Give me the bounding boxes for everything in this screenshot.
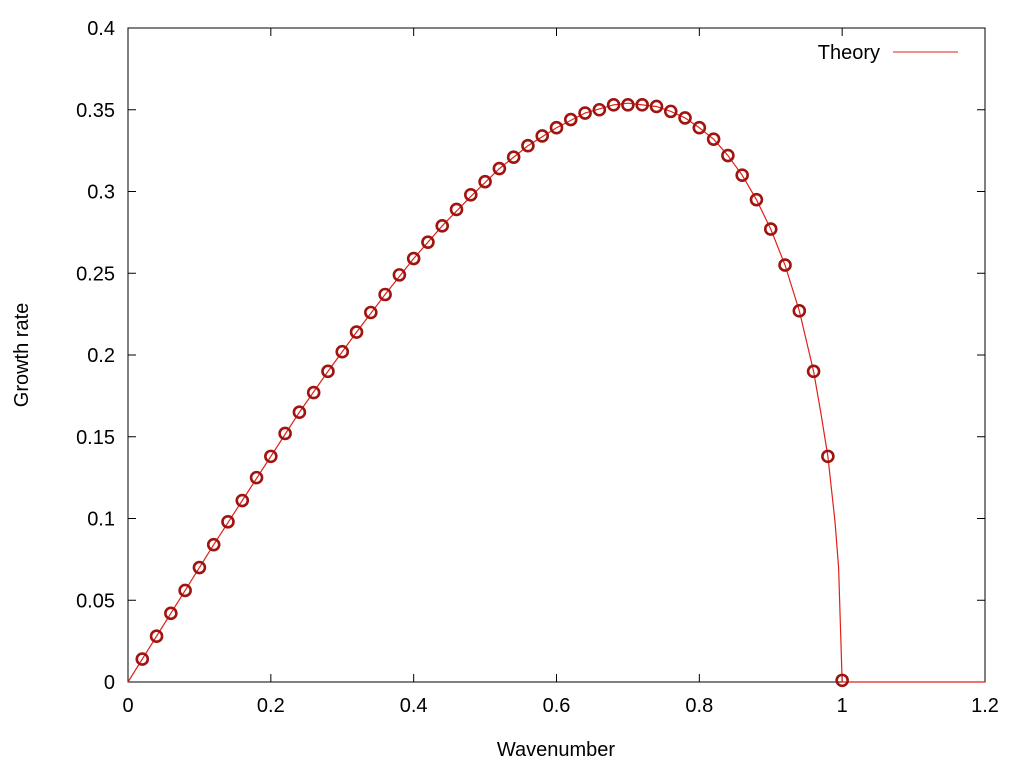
data-point	[264, 449, 278, 464]
data-point	[321, 364, 335, 379]
data-point	[621, 98, 635, 112]
data-point	[749, 192, 764, 207]
data-point	[306, 385, 321, 400]
data-point	[206, 537, 221, 552]
x-tick-label: 1	[837, 695, 848, 717]
x-tick-label: 0.8	[685, 695, 713, 717]
plot-frame	[127, 27, 986, 683]
data-point	[421, 235, 435, 249]
data-point	[663, 104, 678, 119]
data-point	[349, 325, 364, 339]
data-point	[235, 493, 250, 508]
data-point	[492, 161, 507, 176]
data-point	[521, 138, 535, 153]
data-point	[635, 98, 650, 112]
data-point	[763, 222, 778, 236]
data-point	[563, 112, 578, 127]
y-tick-label: 0.25	[76, 263, 115, 285]
data-point	[506, 150, 521, 164]
legend: Theory	[818, 42, 958, 64]
data-point	[735, 168, 749, 182]
data-point	[835, 673, 849, 688]
x-tick-label: 0.2	[257, 695, 285, 717]
data-point	[463, 187, 478, 202]
data-point	[192, 560, 207, 575]
data-point	[435, 219, 450, 233]
data-point	[364, 305, 378, 320]
x-tick-label: 0	[122, 695, 133, 717]
data-point	[449, 202, 464, 217]
data-point	[164, 606, 178, 621]
data-point	[821, 449, 835, 464]
data-point	[378, 287, 392, 302]
theory-line	[127, 102, 985, 683]
data-point	[149, 629, 164, 644]
data-point	[292, 405, 307, 420]
data-point	[778, 258, 792, 272]
data-point	[549, 120, 564, 135]
data-point	[649, 99, 664, 114]
data-point	[178, 583, 192, 598]
y-tick-label: 0.3	[87, 182, 115, 204]
data-point	[392, 268, 407, 282]
data-point	[249, 470, 264, 485]
x-axis-label: Wavenumber	[497, 739, 616, 761]
data-point	[578, 106, 592, 120]
x-tick-label: 0.4	[400, 695, 428, 717]
data-point	[406, 251, 421, 266]
theory-curve-layer	[127, 102, 985, 683]
data-point	[335, 344, 350, 359]
y-tick-label: 0.15	[76, 427, 115, 449]
data-point	[606, 98, 621, 112]
data-point	[678, 111, 692, 125]
y-tick-label: 0.35	[76, 100, 115, 122]
data-point	[221, 514, 235, 529]
x-tick-label: 0.6	[543, 695, 571, 717]
data-point	[278, 426, 292, 441]
data-point	[135, 652, 150, 666]
y-tick-label: 0.05	[76, 590, 115, 612]
data-markers-layer	[135, 98, 849, 688]
y-tick-label: 0.2	[87, 345, 115, 367]
y-tick-label: 0	[104, 672, 115, 694]
data-point	[692, 120, 707, 135]
data-point	[721, 148, 735, 163]
data-point	[592, 102, 607, 117]
y-tick-label: 0.1	[87, 509, 115, 531]
legend-label-theory: Theory	[818, 42, 880, 64]
y-tick-label: 0.4	[87, 18, 115, 40]
x-tick-label: 1.2	[971, 695, 999, 717]
axis-ticks: 0 0.2 0.4 0.6 0.8 1 1.2 0 0.05 0.1 0.15 0.2 0.25 0.3 0…	[76, 18, 999, 717]
data-point	[706, 132, 721, 146]
data-point	[478, 174, 492, 189]
data-point	[792, 304, 807, 318]
data-point	[535, 129, 550, 143]
y-axis-label: Growth rate	[11, 303, 33, 407]
data-point	[806, 364, 821, 379]
